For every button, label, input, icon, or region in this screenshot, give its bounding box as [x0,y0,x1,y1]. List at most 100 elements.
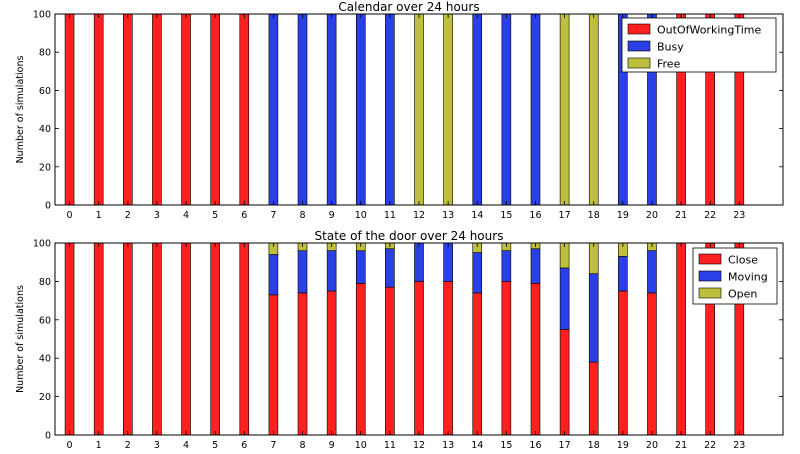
bar-moving-9 [326,250,337,292]
bar-close-18 [588,361,599,436]
bar-close-0 [64,242,75,436]
bar-close-21 [676,242,686,436]
bar-outofworkingtime-0 [64,13,75,206]
x-tick-label: 10 [355,210,367,221]
legend-swatch-close [698,253,722,265]
bar-free-18 [588,13,599,206]
x-tick-label: 15 [500,210,512,221]
bar-busy-10 [355,13,366,206]
x-tick-label: 2 [125,440,131,450]
y-tick-label: 0 [45,201,51,212]
bar-close-10 [355,283,366,436]
x-tick-label: 12 [413,440,425,450]
x-tick-label: 14 [471,440,483,450]
y-tick-label: 80 [39,48,51,59]
x-tick-label: 14 [471,210,483,221]
x-tick-label: 8 [299,210,305,221]
bar-close-7 [268,294,279,436]
bar-close-9 [326,290,337,436]
chart-2: 0 1 2 3 4 5 6 7 8 9 10 11 12 13 14 15 16 17 18 19 20 21 22 2302… [15,229,784,451]
bar-moving-7 [268,254,279,296]
x-tick-label: 16 [529,440,541,450]
bar-moving-15 [501,250,512,282]
bar-busy-16 [530,13,541,206]
x-tick-label: 7 [270,210,276,221]
y-tick-label: 100 [33,10,51,21]
bar-close-12 [414,281,424,436]
x-tick-label: 5 [212,210,218,221]
legend-label-outofworkingtime: OutOfWorkingTime [657,24,761,37]
x-tick-label: 16 [529,210,541,221]
legend-swatch-free [627,57,651,69]
x-tick-label: 4 [183,210,189,221]
bar-outofworkingtime-5 [210,13,220,206]
y-axis-label: Number of simulations [15,56,26,164]
bar-close-1 [93,242,104,436]
y-tick-label: 80 [39,277,51,288]
bar-close-20 [647,292,657,436]
bar-close-8 [297,292,308,436]
bar-close-15 [501,281,512,436]
x-tick-label: 5 [212,440,218,450]
bar-busy-14 [472,13,483,206]
bar-close-17 [559,329,570,436]
chart-title: State of the door over 24 hours [315,229,504,243]
chart-title: Calendar over 24 hours [338,0,479,14]
bar-close-6 [239,242,250,436]
bar-close-5 [210,242,220,436]
legend: Close Moving Open [692,247,778,305]
x-tick-label: 20 [646,440,658,450]
bar-outofworkingtime-4 [181,13,191,206]
x-tick-label: 11 [384,210,396,221]
y-tick-label: 60 [39,86,51,97]
x-tick-label: 21 [675,210,687,221]
y-tick-label: 40 [39,354,51,365]
bar-close-11 [385,286,395,436]
bars-group [64,242,745,436]
bar-busy-9 [326,13,337,206]
bar-moving-10 [355,250,366,284]
y-axis-label: Number of simulations [15,285,26,393]
bar-busy-11 [385,13,395,206]
x-tick-label: 19 [617,210,629,221]
bar-open-18 [588,242,599,275]
bar-close-2 [123,242,133,436]
x-tick-label: 6 [241,210,247,221]
legend-swatch-moving [698,270,722,282]
legend-label-free: Free [657,58,681,71]
y-tick-label: 60 [39,315,51,326]
legend-swatch-open [698,287,722,299]
x-tick-label: 7 [270,440,276,450]
bar-free-13 [443,13,453,206]
bar-outofworkingtime-2 [123,13,133,206]
x-tick-label: 19 [617,440,629,450]
x-tick-label: 18 [588,210,600,221]
bar-free-12 [414,13,424,206]
bar-moving-19 [618,256,628,292]
x-tick-label: 0 [67,440,73,450]
bar-close-3 [152,242,162,436]
legend: OutOfWorkingTime Busy Free [621,17,777,73]
bar-busy-7 [268,13,279,206]
x-tick-label: 1 [96,440,102,450]
x-tick-label: 15 [500,440,512,450]
bar-moving-18 [588,273,599,363]
y-tick-label: 40 [39,124,51,135]
x-tick-label: 3 [154,440,160,450]
legend-label-busy: Busy [657,41,684,54]
bar-close-16 [530,283,541,436]
bar-outofworkingtime-1 [93,13,104,206]
bar-moving-11 [385,248,395,288]
bar-busy-15 [501,13,512,206]
bar-moving-20 [647,250,657,294]
bar-free-17 [559,13,570,206]
x-tick-label: 22 [704,210,716,221]
legend-swatch-outofworkingtime [627,23,651,35]
x-tick-label: 23 [733,440,745,450]
x-tick-label: 23 [733,210,745,221]
x-tick-label: 18 [588,440,600,450]
y-tick-label: 20 [39,392,51,403]
x-tick-label: 8 [299,440,305,450]
bar-moving-14 [472,252,483,294]
